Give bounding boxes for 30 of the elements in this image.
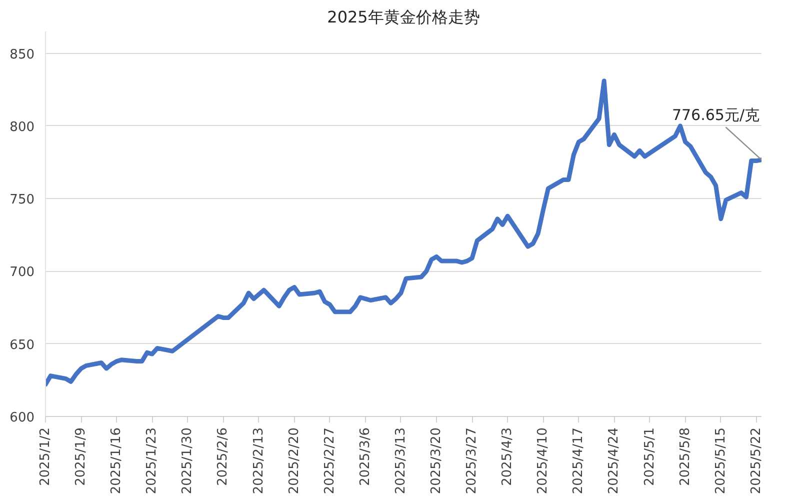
- x-tick-label: 2025/2/27: [322, 427, 338, 494]
- x-tick-label: 2025/2/20: [286, 427, 302, 494]
- annotation: 776.65元/克: [672, 106, 760, 124]
- x-tick-label: 2025/5/1: [642, 427, 658, 486]
- y-tick-label: 600: [10, 410, 35, 426]
- y-tick-label: 850: [10, 47, 35, 62]
- x-tick-label: 2025/1/30: [180, 427, 196, 494]
- x-tick-label: 2025/4/10: [536, 427, 551, 494]
- x-tick-label: 2025/4/17: [571, 427, 586, 494]
- x-tick-label: 2025/1/9: [74, 427, 89, 486]
- chart-title: 2025年黄金价格走势: [327, 8, 480, 26]
- x-tick-label: 2025/3/27: [464, 427, 480, 494]
- line-series: [46, 78, 762, 387]
- x-tick-label: 2025/2/6: [216, 427, 231, 486]
- x-tick-label: 2025/4/3: [500, 427, 516, 486]
- x-tick-label: 2025/4/24: [606, 427, 622, 494]
- x-tick-label: 2025/3/6: [358, 427, 373, 486]
- x-tick-label: 2025/1/16: [109, 427, 124, 494]
- x-tick-label: 2025/5/15: [713, 427, 728, 494]
- y-tick-label: 650: [10, 338, 35, 353]
- x-tick-label: 2025/1/2: [38, 427, 53, 486]
- y-tick-label: 700: [10, 265, 35, 280]
- x-tick-label: 2025/5/8: [678, 427, 693, 486]
- x-tick-label: 2025/3/20: [429, 427, 444, 494]
- y-tick-label: 800: [10, 120, 35, 135]
- x-tick-label: 2025/5/22: [748, 427, 764, 494]
- x-tick-label: 2025/2/13: [251, 427, 266, 494]
- x-tick-label: 2025/1/23: [144, 427, 160, 494]
- y-tick-label: 750: [10, 192, 35, 208]
- x-tick-label: 2025/3/13: [393, 427, 408, 494]
